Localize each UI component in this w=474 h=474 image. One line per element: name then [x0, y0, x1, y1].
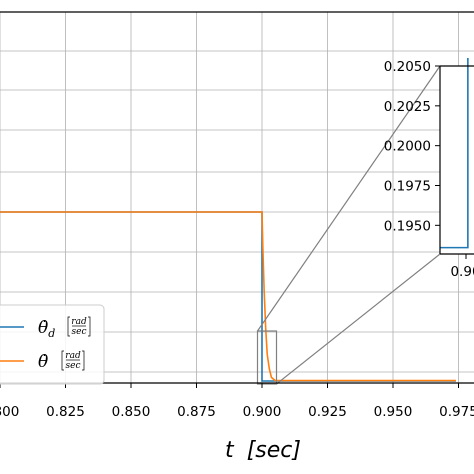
x-tick-label-1: 0.825	[46, 404, 85, 420]
zoom-region-box	[256, 330, 278, 385]
legend-label-1: θ̇	[38, 352, 48, 372]
inset-zoom-chart: 0.2050 0.2025 0.2000 0.1975 0.1950 0.90	[384, 58, 474, 280]
x-tick-label-5: 0.925	[308, 404, 347, 420]
legend-bracket-left-0	[67, 316, 70, 337]
x-tick-label-2: 0.850	[112, 404, 151, 420]
inset-background	[440, 66, 474, 254]
main-plot-series	[0, 211, 456, 382]
x-axis-label: t [sec]	[225, 438, 301, 463]
connector-line-bottom	[276, 253, 441, 385]
inset-y-tick-label-4: 0.1950	[384, 218, 431, 234]
legend-label-0: θ̇d	[38, 318, 55, 340]
x-tick-label-7: 0.975	[439, 404, 474, 420]
inset-y-tick-label-3: 0.1975	[384, 178, 431, 194]
legend-unit-num-1: rad	[65, 351, 81, 361]
x-tick-label-0: 0.800	[0, 404, 19, 420]
inset-y-tick-label-1: 0.2025	[384, 99, 431, 115]
zoom-connector-lines	[257, 65, 441, 385]
inset-x-tick-label-0: 0.90	[450, 264, 474, 280]
connector-line-top	[257, 65, 441, 332]
series-line-1	[0, 211, 456, 382]
legend-unit-num-0: rad	[71, 317, 87, 327]
x-tick-label-4: 0.900	[243, 404, 282, 420]
inset-y-tick-label-0: 0.2050	[384, 59, 431, 75]
legend-bracket-right-0	[88, 316, 91, 337]
legend-bracket-left-1	[61, 350, 64, 371]
inset-series-line-0	[440, 58, 469, 249]
legend-bracket-right-1	[82, 350, 85, 371]
x-tick-label-3: 0.875	[177, 404, 216, 420]
x-axis-ticks: 0.800 0.825 0.850 0.875 0.900 0.925 0.950 0.975	[0, 383, 474, 420]
inset-y-tick-label-2: 0.2000	[384, 139, 431, 155]
x-tick-label-6: 0.950	[374, 404, 413, 420]
legend-frame	[0, 304, 105, 385]
legend-unit-den-0: sec	[72, 327, 87, 337]
legend-unit-den-1: sec	[66, 361, 81, 371]
